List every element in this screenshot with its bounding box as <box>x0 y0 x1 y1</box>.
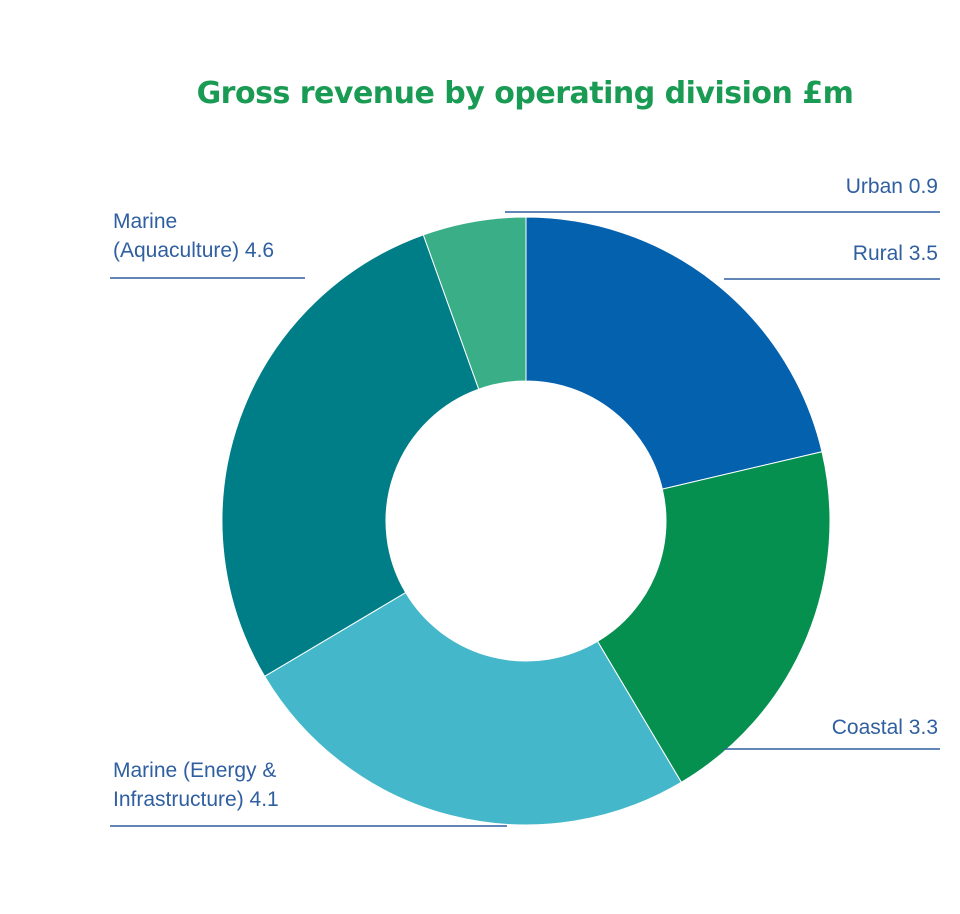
label-energy-line2: Infrastructure) 4.1 <box>113 788 279 811</box>
label-aquaculture-line1: Marine <box>113 210 178 233</box>
slice-marine-energy-infrastructure <box>264 591 683 826</box>
label-rural: Rural 3.5 <box>852 242 938 265</box>
chart-title: Gross revenue by operating division £m <box>196 76 854 111</box>
slice-marine-aquaculture <box>221 234 480 678</box>
label-aquaculture: Marine (Aquaculture) 4.6 <box>113 207 274 265</box>
label-energy: Marine (Energy & Infrastructure) 4.1 <box>113 756 279 814</box>
label-energy-line1: Marine (Energy & <box>113 759 277 782</box>
label-urban: Urban 0.9 <box>845 175 938 198</box>
label-coastal: Coastal 3.3 <box>831 716 938 739</box>
slice-coastal <box>596 451 831 783</box>
label-aquaculture-line2: (Aquaculture) 4.6 <box>113 239 275 262</box>
slice-rural <box>525 216 823 490</box>
